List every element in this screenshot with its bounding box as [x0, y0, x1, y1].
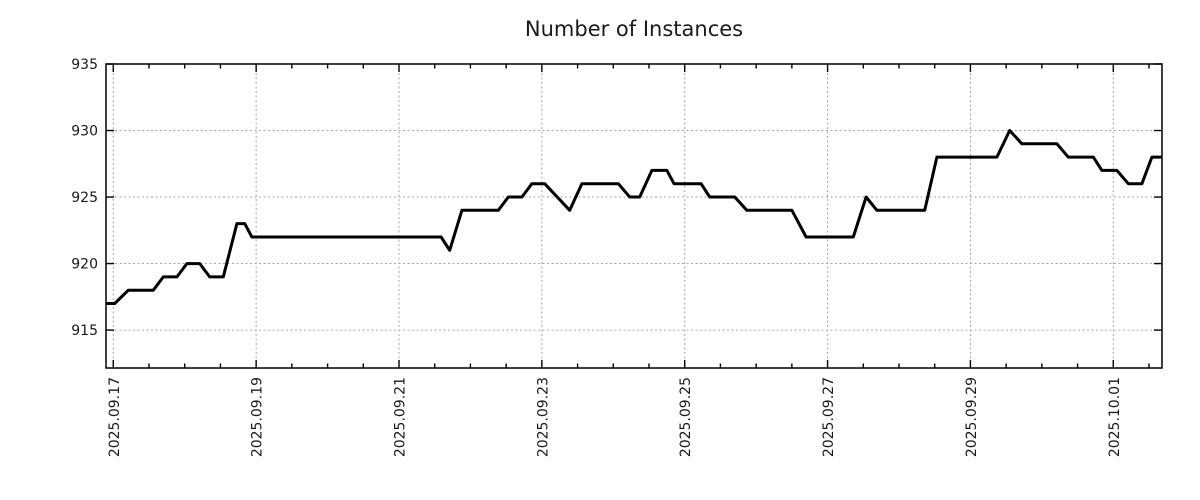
- y-tick-label: 935: [71, 57, 98, 73]
- series-line: [106, 129, 1162, 305]
- x-tick-label: 2025.09.21: [393, 377, 409, 457]
- x-tick-label: 2025.10.01: [1107, 377, 1123, 457]
- series-layer: [106, 129, 1162, 305]
- grid-layer: [106, 63, 1162, 368]
- plot-border: [105, 63, 1163, 369]
- x-tick-label: 2025.09.17: [107, 377, 123, 457]
- x-tick-label: 2025.09.23: [535, 377, 551, 457]
- axis-layer: [105, 63, 1163, 369]
- tick-label-layer: 2025.09.17 2025.09.19 2025.09.21 2025.09.23…: [71, 57, 1123, 457]
- y-tick-label: 925: [71, 190, 98, 206]
- chart-title: Number of Instances: [525, 17, 743, 41]
- y-tick-label: 915: [71, 323, 98, 339]
- x-tick-label: 2025.09.25: [678, 377, 694, 457]
- y-tick-label: 920: [71, 257, 98, 273]
- x-tick-label: 2025.09.27: [821, 377, 837, 457]
- y-tick-label: 930: [71, 124, 98, 140]
- x-tick-label: 2025.09.19: [250, 377, 266, 457]
- x-tick-label: 2025.09.29: [964, 377, 980, 457]
